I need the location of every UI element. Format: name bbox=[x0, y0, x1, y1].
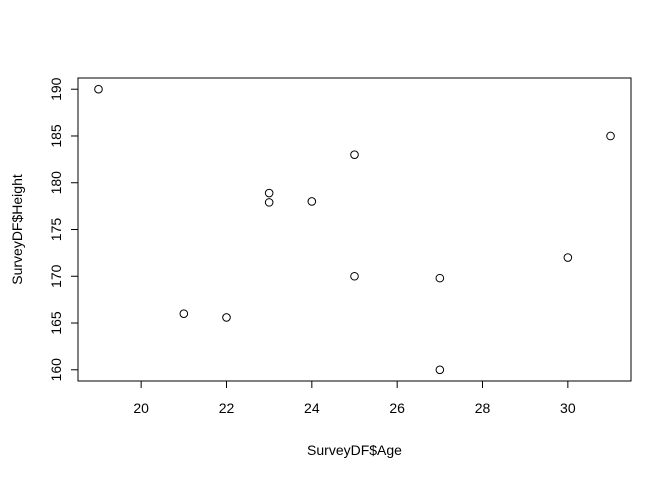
data-point bbox=[606, 131, 615, 141]
plot-box bbox=[77, 77, 632, 382]
data-point bbox=[222, 313, 231, 322]
x-tick-label: 30 bbox=[560, 400, 576, 416]
y-tick-label: 190 bbox=[48, 77, 64, 101]
y-tick-label: 165 bbox=[48, 311, 64, 335]
y-tick-label: 175 bbox=[48, 218, 64, 242]
y-tick-label: 170 bbox=[48, 264, 64, 288]
data-point bbox=[435, 273, 445, 283]
y-axis-title: SurveyDF$Height bbox=[9, 174, 25, 285]
data-point bbox=[264, 188, 274, 198]
data-point bbox=[350, 271, 359, 281]
x-tick-label: 22 bbox=[219, 400, 235, 416]
data-point bbox=[179, 309, 189, 318]
y-tick-label: 180 bbox=[48, 171, 64, 195]
data-point bbox=[350, 150, 359, 159]
y-tick-label: 185 bbox=[48, 124, 64, 148]
data-points bbox=[94, 84, 615, 375]
x-axis: 20 22 24 26 28 30 bbox=[133, 380, 576, 416]
y-axis: 160 165 170 175 180 185 190 bbox=[48, 77, 79, 382]
x-tick-label: 28 bbox=[475, 400, 491, 416]
x-axis-title: SurveyDF$Age bbox=[307, 442, 402, 458]
x-tick-label: 24 bbox=[304, 400, 320, 416]
data-point bbox=[435, 365, 445, 375]
data-point bbox=[563, 253, 573, 262]
x-tick-label: 26 bbox=[389, 400, 405, 416]
data-point bbox=[307, 197, 317, 206]
y-tick-label: 160 bbox=[48, 358, 64, 382]
x-tick-label: 20 bbox=[133, 400, 149, 416]
data-point bbox=[264, 198, 274, 207]
data-point bbox=[94, 84, 103, 94]
